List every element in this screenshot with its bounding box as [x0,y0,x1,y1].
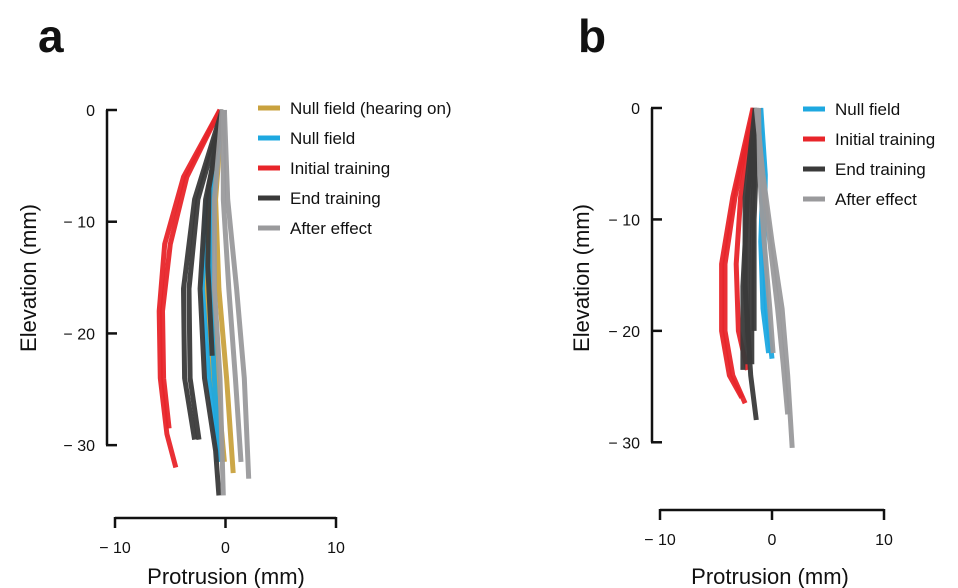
x-tick-label-b: − 10 [644,532,676,549]
y-axis-title-b: Elevation (mm) [569,204,594,352]
series-after-effect-a [211,109,252,496]
panel-letter-a: a [38,10,64,62]
trajectory-initial-training-2 [156,108,223,469]
trajectory-after-effect-1 [221,109,252,479]
trajectory-end-training-4 [742,107,759,421]
legend-label-end-training: End training [835,160,926,179]
x-tick-label-a: − 10 [99,540,131,557]
legend-a: Null field (hearing on) Null field Initial… [258,99,452,238]
y-tick-label-b: − 30 [608,435,640,452]
legend-label-initial-training: Initial training [290,159,390,178]
legend-b: Null field Initial training End training Af… [803,100,935,209]
y-tick-label-b: − 20 [608,324,640,341]
trajectory-after-effect-2 [220,110,244,463]
legend-label-after-effect: After effect [835,190,917,209]
panel-letter-b: b [578,10,606,62]
panel-b: b 0 − 10 − 20 − 30 − 10 0 10 Protrusion (mm) Elev… [569,10,935,588]
legend-label-after-effect: After effect [290,219,372,238]
trajectory-after-effect-3 [211,109,226,496]
y-tick-label-a: − 10 [63,215,95,232]
legend-label-end-training: End training [290,189,381,208]
x-tick-label-a: 10 [327,540,345,557]
y-tick-label-a: 0 [86,103,95,120]
series-end-training-a [181,109,227,496]
x-tick-label-b: 0 [768,532,777,549]
series-end-training-b [740,107,762,421]
x-axis-title-b: Protrusion (mm) [691,564,849,588]
x-tick-label-a: 0 [221,540,230,557]
y-axis-title-a: Elevation (mm) [16,204,41,352]
y-tick-label-b: 0 [631,101,640,118]
legend-label-null-field-hearing-on: Null field (hearing on) [290,99,452,118]
trajectory-after-effect-3 [756,107,776,354]
y-tick-label-a: − 30 [63,438,95,455]
trajectory-initial-training-2 [719,107,756,399]
x-axis-title-a: Protrusion (mm) [147,564,305,588]
x-tick-label-b: 10 [875,532,893,549]
legend-label-initial-training: Initial training [835,130,935,149]
y-tick-label-a: − 20 [63,326,95,343]
series-initial-training-a [156,108,223,469]
series-after-effect-b [753,107,795,449]
panel-a: a 0 − 10 − 20 − 30 − 10 0 10 Protrusion (mm) Elev… [16,10,452,588]
legend-label-null-field: Null field [835,100,900,119]
legend-label-null-field: Null field [290,129,355,148]
trajectory-end-training-4 [205,109,225,356]
y-tick-label-b: − 10 [608,212,640,229]
trajectory-end-training-2 [181,109,225,441]
